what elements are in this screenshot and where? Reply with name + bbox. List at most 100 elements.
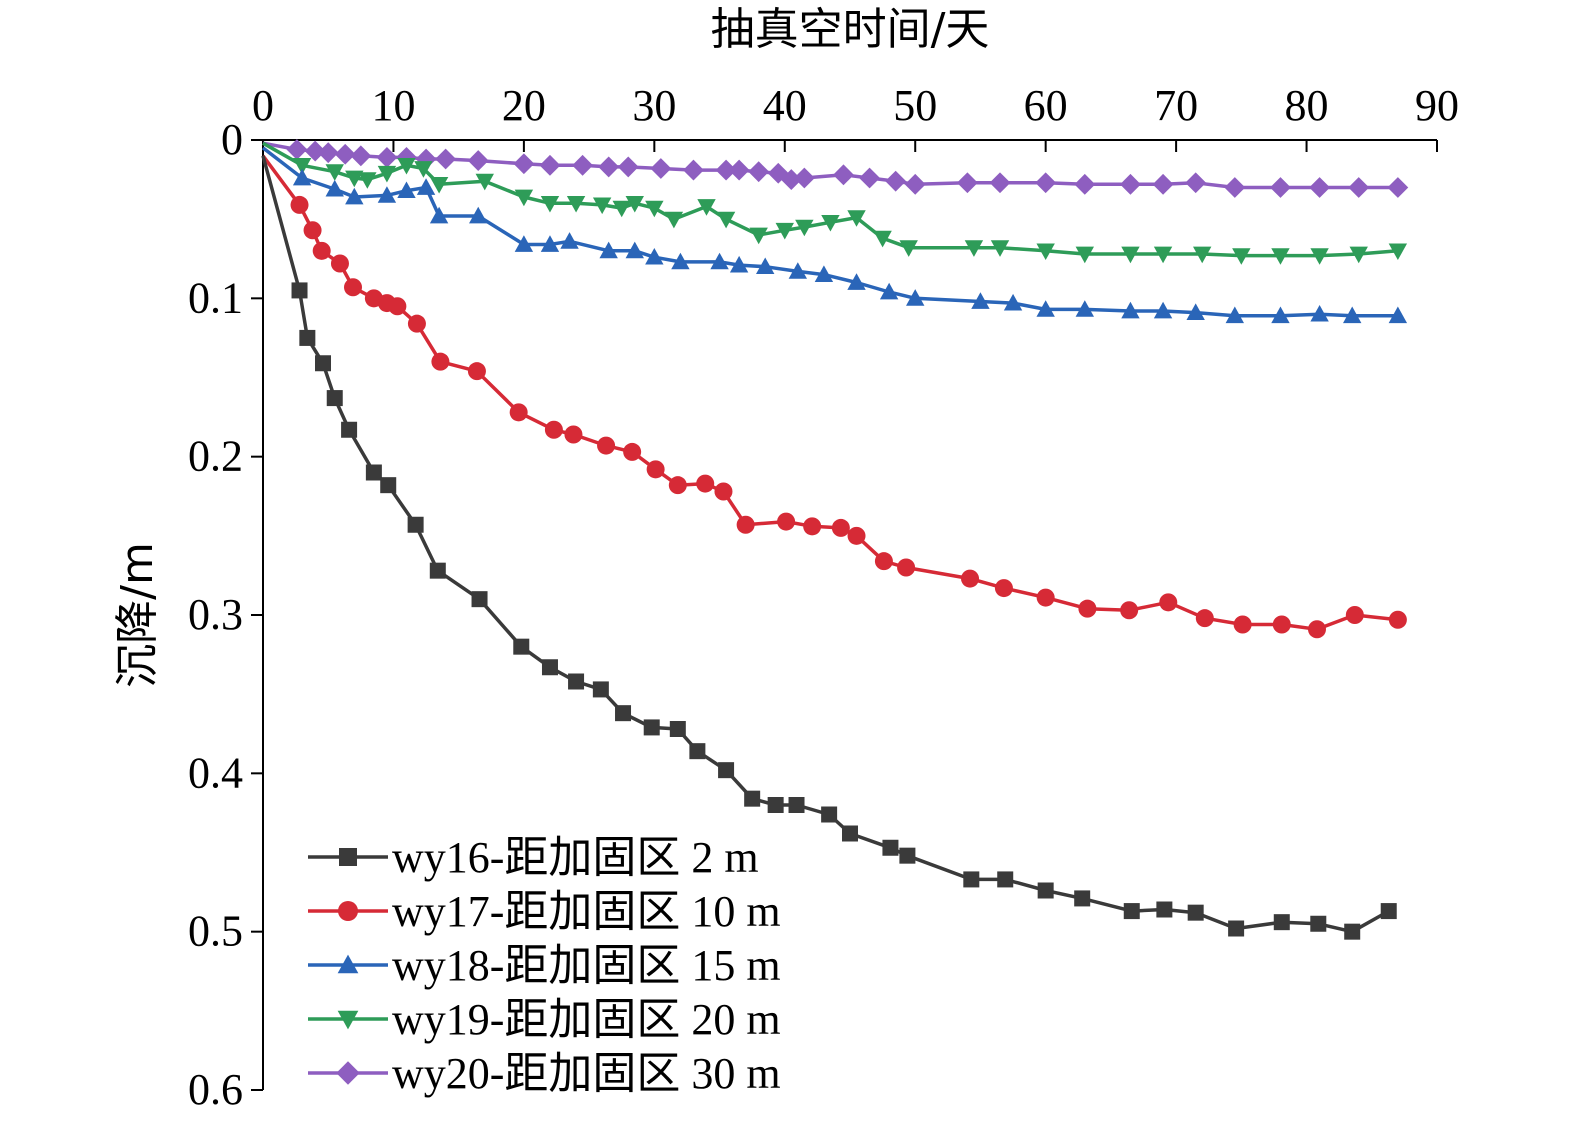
data-point xyxy=(1185,172,1207,194)
data-point xyxy=(1003,293,1023,311)
data-point xyxy=(645,247,664,265)
data-point xyxy=(377,186,397,203)
data-point xyxy=(842,825,858,842)
data-point xyxy=(1078,599,1097,618)
data-point xyxy=(1232,248,1251,265)
y-tick-label: 0 xyxy=(221,115,243,164)
data-point xyxy=(414,161,433,178)
data-point xyxy=(1123,903,1140,920)
y-tick-label: 0.3 xyxy=(188,590,243,639)
data-point xyxy=(1271,306,1290,324)
data-point xyxy=(646,460,665,479)
data-point xyxy=(380,477,397,494)
data-point xyxy=(689,743,706,760)
data-point xyxy=(990,240,1010,257)
legend-item: wy16-距加固区 2 m xyxy=(308,833,759,882)
x-tick-label: 10 xyxy=(371,81,415,130)
data-point xyxy=(514,189,534,207)
data-point xyxy=(997,871,1014,888)
data-point xyxy=(336,1061,360,1085)
series xyxy=(262,141,1408,265)
data-point xyxy=(435,148,457,170)
data-point xyxy=(292,168,312,186)
data-point xyxy=(407,314,426,333)
y-tick-label: 0.5 xyxy=(188,907,243,956)
data-point xyxy=(469,206,488,224)
data-point xyxy=(350,145,372,167)
data-point xyxy=(715,159,737,181)
legend-item: wy18-距加固区 15 m xyxy=(308,941,781,990)
data-point xyxy=(1074,173,1096,195)
data-point xyxy=(1035,172,1057,194)
data-point xyxy=(1309,177,1330,198)
data-point xyxy=(1121,246,1140,264)
y-tick-label: 0.6 xyxy=(188,1065,243,1114)
data-point xyxy=(963,871,980,888)
data-point xyxy=(696,474,715,493)
x-tick-label: 60 xyxy=(1024,81,1068,130)
data-point xyxy=(625,195,644,213)
data-point xyxy=(1343,306,1362,324)
data-point xyxy=(1187,904,1204,921)
data-point xyxy=(1272,615,1291,634)
data-point xyxy=(1348,177,1370,198)
y-axis-title: 沉降/m xyxy=(112,542,163,688)
data-point xyxy=(643,719,660,736)
data-point xyxy=(312,241,331,260)
data-point xyxy=(330,254,349,273)
data-point xyxy=(1271,248,1290,265)
data-point xyxy=(337,954,359,974)
legend-label: wy18-距加固区 15 m xyxy=(392,941,781,990)
data-point xyxy=(1036,300,1055,317)
data-point xyxy=(1153,246,1173,264)
data-point xyxy=(668,476,687,495)
legend-item: wy19-距加固区 20 m xyxy=(308,995,781,1044)
x-tick-label: 70 xyxy=(1154,81,1198,130)
axes: 0 10 20 30 40 50 60 70 80 90 0 0.1 0.2 0.3 0.4 0.5 0.6 xyxy=(188,81,1459,1114)
legend-item: wy20-距加固区 30 m xyxy=(308,1049,781,1098)
data-point xyxy=(814,265,834,282)
data-point xyxy=(1075,246,1094,264)
data-point xyxy=(471,591,488,608)
data-point xyxy=(788,797,805,813)
data-point xyxy=(407,516,424,533)
data-point xyxy=(821,806,838,823)
data-point xyxy=(598,156,620,178)
data-point xyxy=(795,219,814,237)
data-point xyxy=(716,211,736,229)
data-point xyxy=(416,178,436,195)
data-point xyxy=(344,278,363,297)
data-point xyxy=(994,579,1013,598)
data-point xyxy=(1310,304,1329,322)
data-point xyxy=(1186,303,1205,320)
data-point xyxy=(1273,914,1290,931)
data-point xyxy=(1037,882,1054,899)
data-point xyxy=(429,206,449,224)
data-point xyxy=(1193,246,1212,264)
data-point xyxy=(885,170,907,192)
data-point xyxy=(325,164,344,181)
data-point xyxy=(729,255,749,273)
data-point xyxy=(339,848,357,866)
data-point xyxy=(1310,248,1329,265)
data-point xyxy=(728,159,750,181)
data-point xyxy=(957,172,978,194)
data-point xyxy=(833,164,854,186)
data-point xyxy=(541,659,558,676)
data-point xyxy=(756,257,775,275)
data-point xyxy=(1225,306,1245,324)
data-point xyxy=(509,403,528,422)
data-point xyxy=(1344,923,1361,940)
data-point xyxy=(1120,173,1141,195)
series xyxy=(261,146,1408,324)
data-point xyxy=(467,150,489,171)
data-point xyxy=(539,154,561,176)
data-point xyxy=(1121,301,1140,319)
data-point xyxy=(338,901,358,921)
data-point xyxy=(467,362,486,381)
y-tick-label: 0.4 xyxy=(188,748,243,797)
x-tick-label: 80 xyxy=(1285,81,1329,130)
data-point xyxy=(341,421,358,438)
data-point xyxy=(377,165,397,183)
data-point xyxy=(1228,920,1245,937)
